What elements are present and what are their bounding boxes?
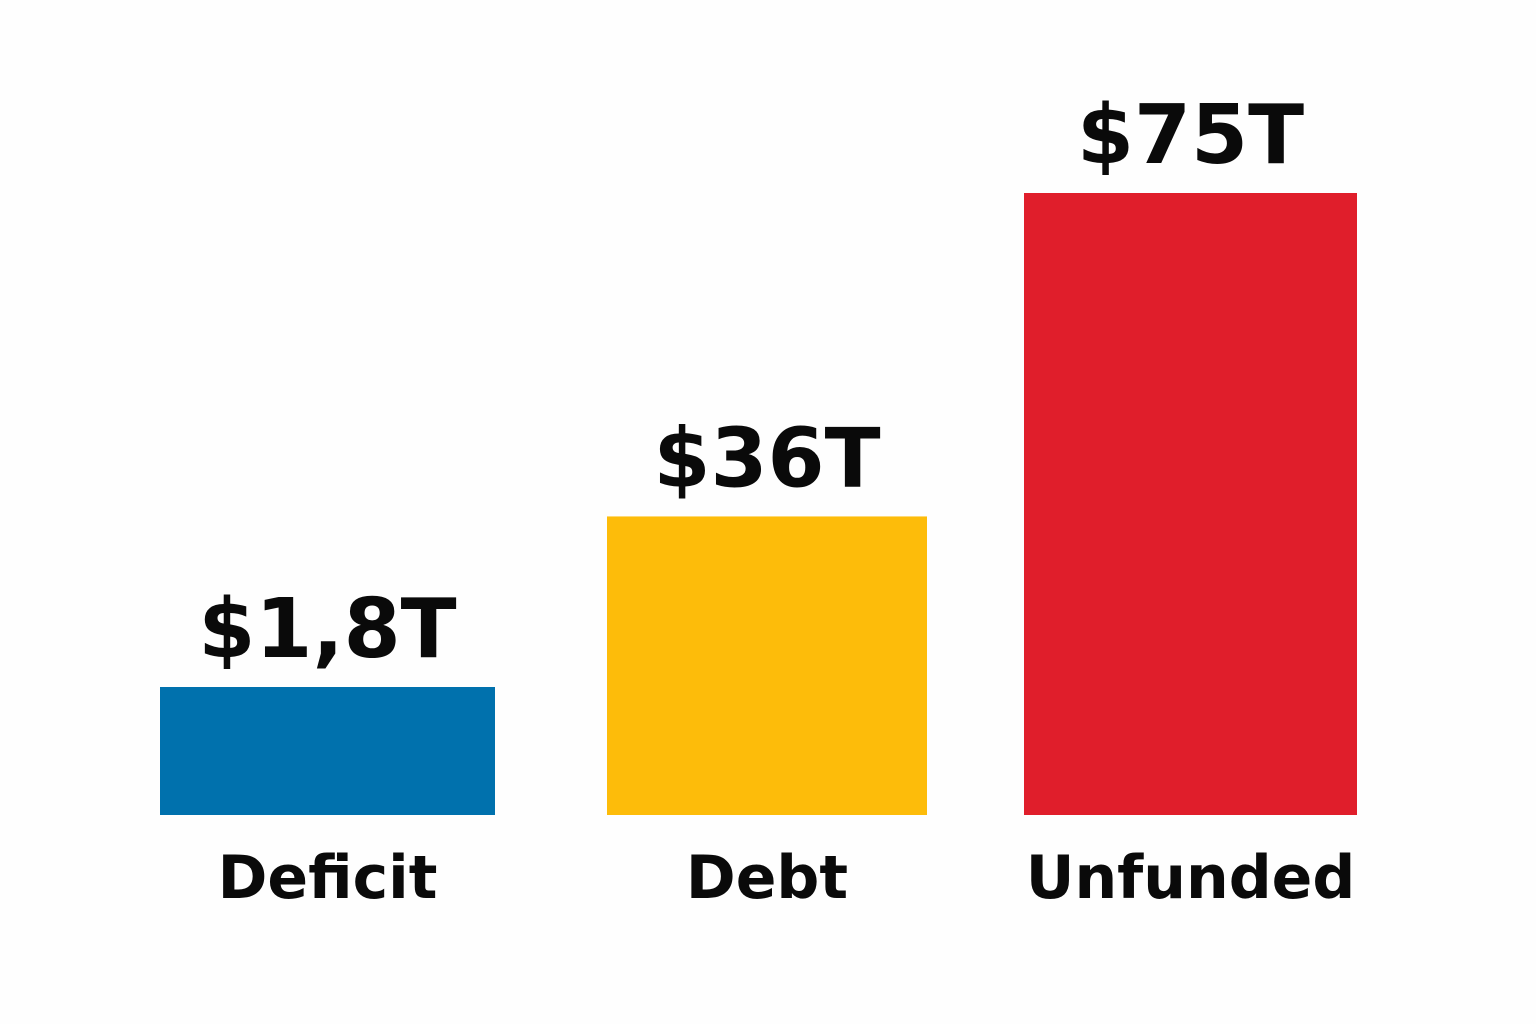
bar-deficit <box>160 687 495 815</box>
bar-debt <box>607 516 927 815</box>
category-label-unfunded: Unfunded <box>1026 843 1356 913</box>
value-label-unfunded: $75T <box>1077 88 1304 183</box>
bar-unfunded <box>1024 193 1357 815</box>
value-label-deficit: $1,8T <box>198 582 456 677</box>
bars-group <box>160 193 1357 815</box>
category-label-debt: Debt <box>686 843 848 913</box>
value-labels-group: $1,8T $36T $75T <box>198 88 1304 677</box>
category-labels-group: Deficit Debt Unfunded <box>218 843 1356 913</box>
category-label-deficit: Deficit <box>218 843 438 913</box>
value-label-debt: $36T <box>653 411 880 506</box>
